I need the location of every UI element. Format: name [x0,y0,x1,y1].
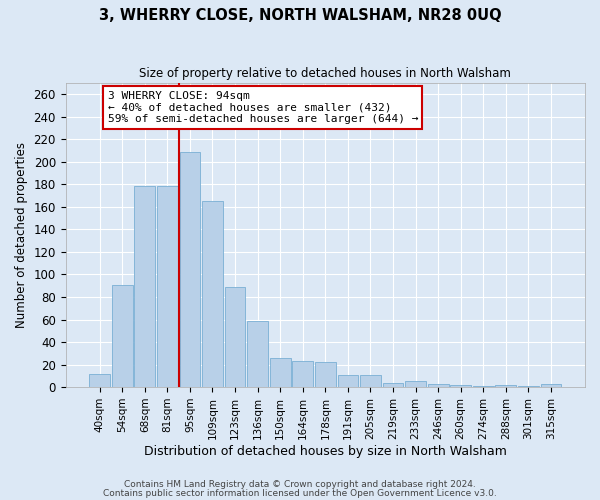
Bar [112,284,133,387]
Bar [360,374,381,387]
Bar [338,374,358,387]
Bar [428,384,449,387]
Y-axis label: Number of detached properties: Number of detached properties [15,142,28,328]
Bar [247,320,268,387]
Bar [541,384,562,387]
Bar [292,361,313,387]
Bar [405,382,426,387]
Title: Size of property relative to detached houses in North Walsham: Size of property relative to detached ho… [139,68,511,80]
Text: Contains public sector information licensed under the Open Government Licence v3: Contains public sector information licen… [103,489,497,498]
X-axis label: Distribution of detached houses by size in North Walsham: Distribution of detached houses by size … [144,444,507,458]
Bar [202,202,223,387]
Bar [224,287,245,387]
Bar [496,385,516,387]
Bar [134,186,155,387]
Bar [89,374,110,387]
Bar [157,186,178,387]
Bar [518,386,539,387]
Bar [383,382,403,387]
Bar [451,385,471,387]
Text: 3, WHERRY CLOSE, NORTH WALSHAM, NR28 0UQ: 3, WHERRY CLOSE, NORTH WALSHAM, NR28 0UQ [98,8,502,22]
Bar [473,386,494,387]
Text: 3 WHERRY CLOSE: 94sqm
← 40% of detached houses are smaller (432)
59% of semi-det: 3 WHERRY CLOSE: 94sqm ← 40% of detached … [107,91,418,124]
Text: Contains HM Land Registry data © Crown copyright and database right 2024.: Contains HM Land Registry data © Crown c… [124,480,476,489]
Bar [270,358,290,387]
Bar [179,152,200,387]
Bar [315,362,336,387]
